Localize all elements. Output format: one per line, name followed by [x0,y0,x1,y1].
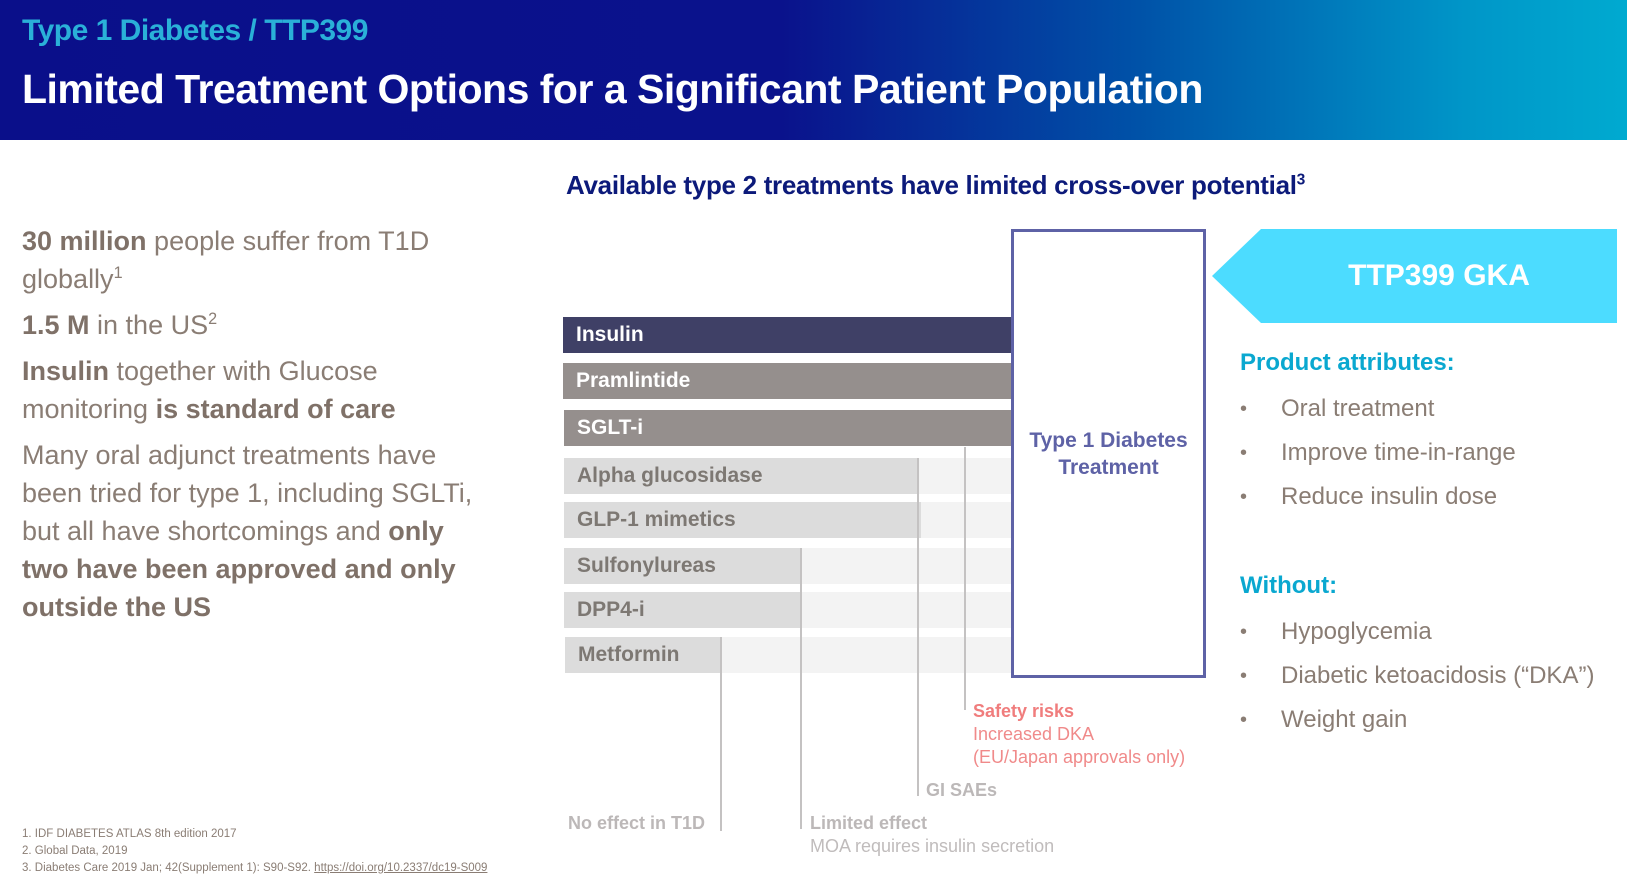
footnote-text: Global Data, 2019 [34,845,128,857]
annotation-no-effect: No effect in T1D [568,812,705,835]
fact-us-text: in the US [89,310,209,340]
treatment-bar-glp1-mimetics: GLP-1 mimetics [564,502,921,538]
fact-standard-of-care: Insulin together with Glucose monitoring… [22,352,482,428]
annotation-line: (EU/Japan approvals only) [973,747,1186,767]
treatment-bar-alpha-glucosidase: Alpha glucosidase [564,458,919,494]
treatment-bar-sulfonylureas: Sulfonylureas [564,548,800,584]
annotation-line: Increased DKA [973,724,1095,744]
diagram-subtitle-text: Available type 2 treatments have limited… [566,170,1297,200]
footnote-3: 3. Diabetes Care 2019 Jan; 42(Supplement… [22,860,487,877]
footnote-number: 2. [22,845,32,857]
fact-global: 30 million people suffer from T1D global… [22,222,482,298]
bullet-icon: • [1240,665,1248,687]
treatment-bar-pramlintide: Pramlintide [563,363,1011,399]
annotation-limited-effect: Limited effect MOA requires insulin secr… [810,812,1054,858]
connector-noeffect [720,637,722,831]
without-text: Weight gain [1281,706,1408,733]
without-text: Hypoglycemia [1281,618,1432,645]
t1d-label-line1: Type 1 Diabetes [1029,429,1188,452]
annotation-safety-risks: Safety risks Increased DKA (EU/Japan app… [973,700,1185,769]
annotation-title: No effect in T1D [568,813,706,833]
bullet-icon: • [1240,442,1248,464]
connector-gi [917,458,919,796]
footnote-ref: 3 [1296,171,1306,189]
fact-us-bold: 1.5 M [22,310,90,340]
fact-adjunct: Many oral adjunct treatments have been t… [22,436,482,626]
fact-soc-bold2: is standard of care [155,394,396,424]
list-item: • Weight gain [1240,698,1594,742]
treatment-bar-dpp4-i: DPP4-i [564,592,800,628]
footnote-number: 3. [22,862,32,874]
fact-soc-text: together with Glucose monitoring [22,356,378,424]
annotation-title: Safety risks [973,701,1075,721]
footnote-ref: 2 [208,310,218,328]
fact-us: 1.5 M in the US2 [22,306,482,344]
footnotes: 1. IDF DIABETES ATLAS 8th edition 2017 2… [22,826,487,877]
treatment-bar-sglt-i: SGLT-i [564,410,1011,446]
t1d-label-line2: Treatment [1058,456,1159,479]
list-item: • Oral treatment [1240,387,1516,431]
attribute-text: Oral treatment [1281,395,1435,422]
connector-limited [800,548,802,829]
bullet-icon: • [1240,486,1248,508]
treatment-bar-metformin: Metformin [565,637,720,673]
without-text: Diabetic ketoacidosis (“DKA”) [1281,662,1595,689]
key-facts: 30 million people suffer from T1D global… [22,222,482,634]
without-heading: Without: [1240,572,1338,599]
attribute-text: Reduce insulin dose [1281,483,1498,510]
footnote-text: Diabetes Care 2019 Jan; 42(Supplement 1)… [34,862,315,874]
fact-soc-bold: Insulin [22,356,109,386]
header-banner: Type 1 Diabetes / TTP399 Limited Treatme… [0,0,1627,140]
footnote-1: 1. IDF DIABETES ATLAS 8th edition 2017 [22,826,487,843]
annotation-gi-saes: GI SAEs [926,779,997,802]
breadcrumb-kicker: Type 1 Diabetes / TTP399 [22,14,368,47]
bullet-icon: • [1240,398,1248,420]
bullet-icon: • [1240,621,1248,643]
t1d-treatment-label: Type 1 Diabetes Treatment [1014,427,1203,481]
without-list: • Hypoglycemia • Diabetic ketoacidosis (“D… [1240,610,1594,742]
treatment-bar-insulin: Insulin [563,317,1011,353]
fact-adjunct-bold: only two have been approved and only out… [22,516,456,622]
bullet-icon: • [1240,709,1248,731]
annotation-line: MOA requires insulin secretion [810,836,1055,856]
list-item: • Hypoglycemia [1240,610,1594,654]
footnote-ref: 1 [113,264,123,282]
ttp399-arrow: TTP399 GKA [1212,229,1617,323]
annotation-title: Limited effect [810,813,928,833]
footnote-number: 1. [22,828,32,840]
annotation-title: GI SAEs [926,780,998,800]
fact-adjunct-text: Many oral adjunct treatments have been t… [22,440,473,546]
ttp399-label: TTP399 GKA [1348,259,1530,292]
list-item: • Improve time-in-range [1240,431,1516,475]
diagram-subtitle: Available type 2 treatments have limited… [566,170,1305,201]
connector-safety [964,447,966,710]
attribute-text: Improve time-in-range [1281,439,1516,466]
fact-global-bold: 30 million [22,226,147,256]
t1d-treatment-box: Type 1 Diabetes Treatment [1011,229,1206,678]
footnote-text: IDF DIABETES ATLAS 8th edition 2017 [34,828,237,840]
product-attributes-list: • Oral treatment • Improve time-in-range •… [1240,387,1516,519]
list-item: • Reduce insulin dose [1240,475,1516,519]
list-item: • Diabetic ketoacidosis (“DKA”) [1240,654,1594,698]
fact-global-text: people suffer from T1D globally [22,226,430,294]
footnote-2: 2. Global Data, 2019 [22,843,487,860]
page-title: Limited Treatment Options for a Signific… [22,66,1203,112]
doi-link[interactable]: https://doi.org/10.2337/dc19-S009 [314,862,488,874]
product-attributes-heading: Product attributes: [1240,349,1455,376]
